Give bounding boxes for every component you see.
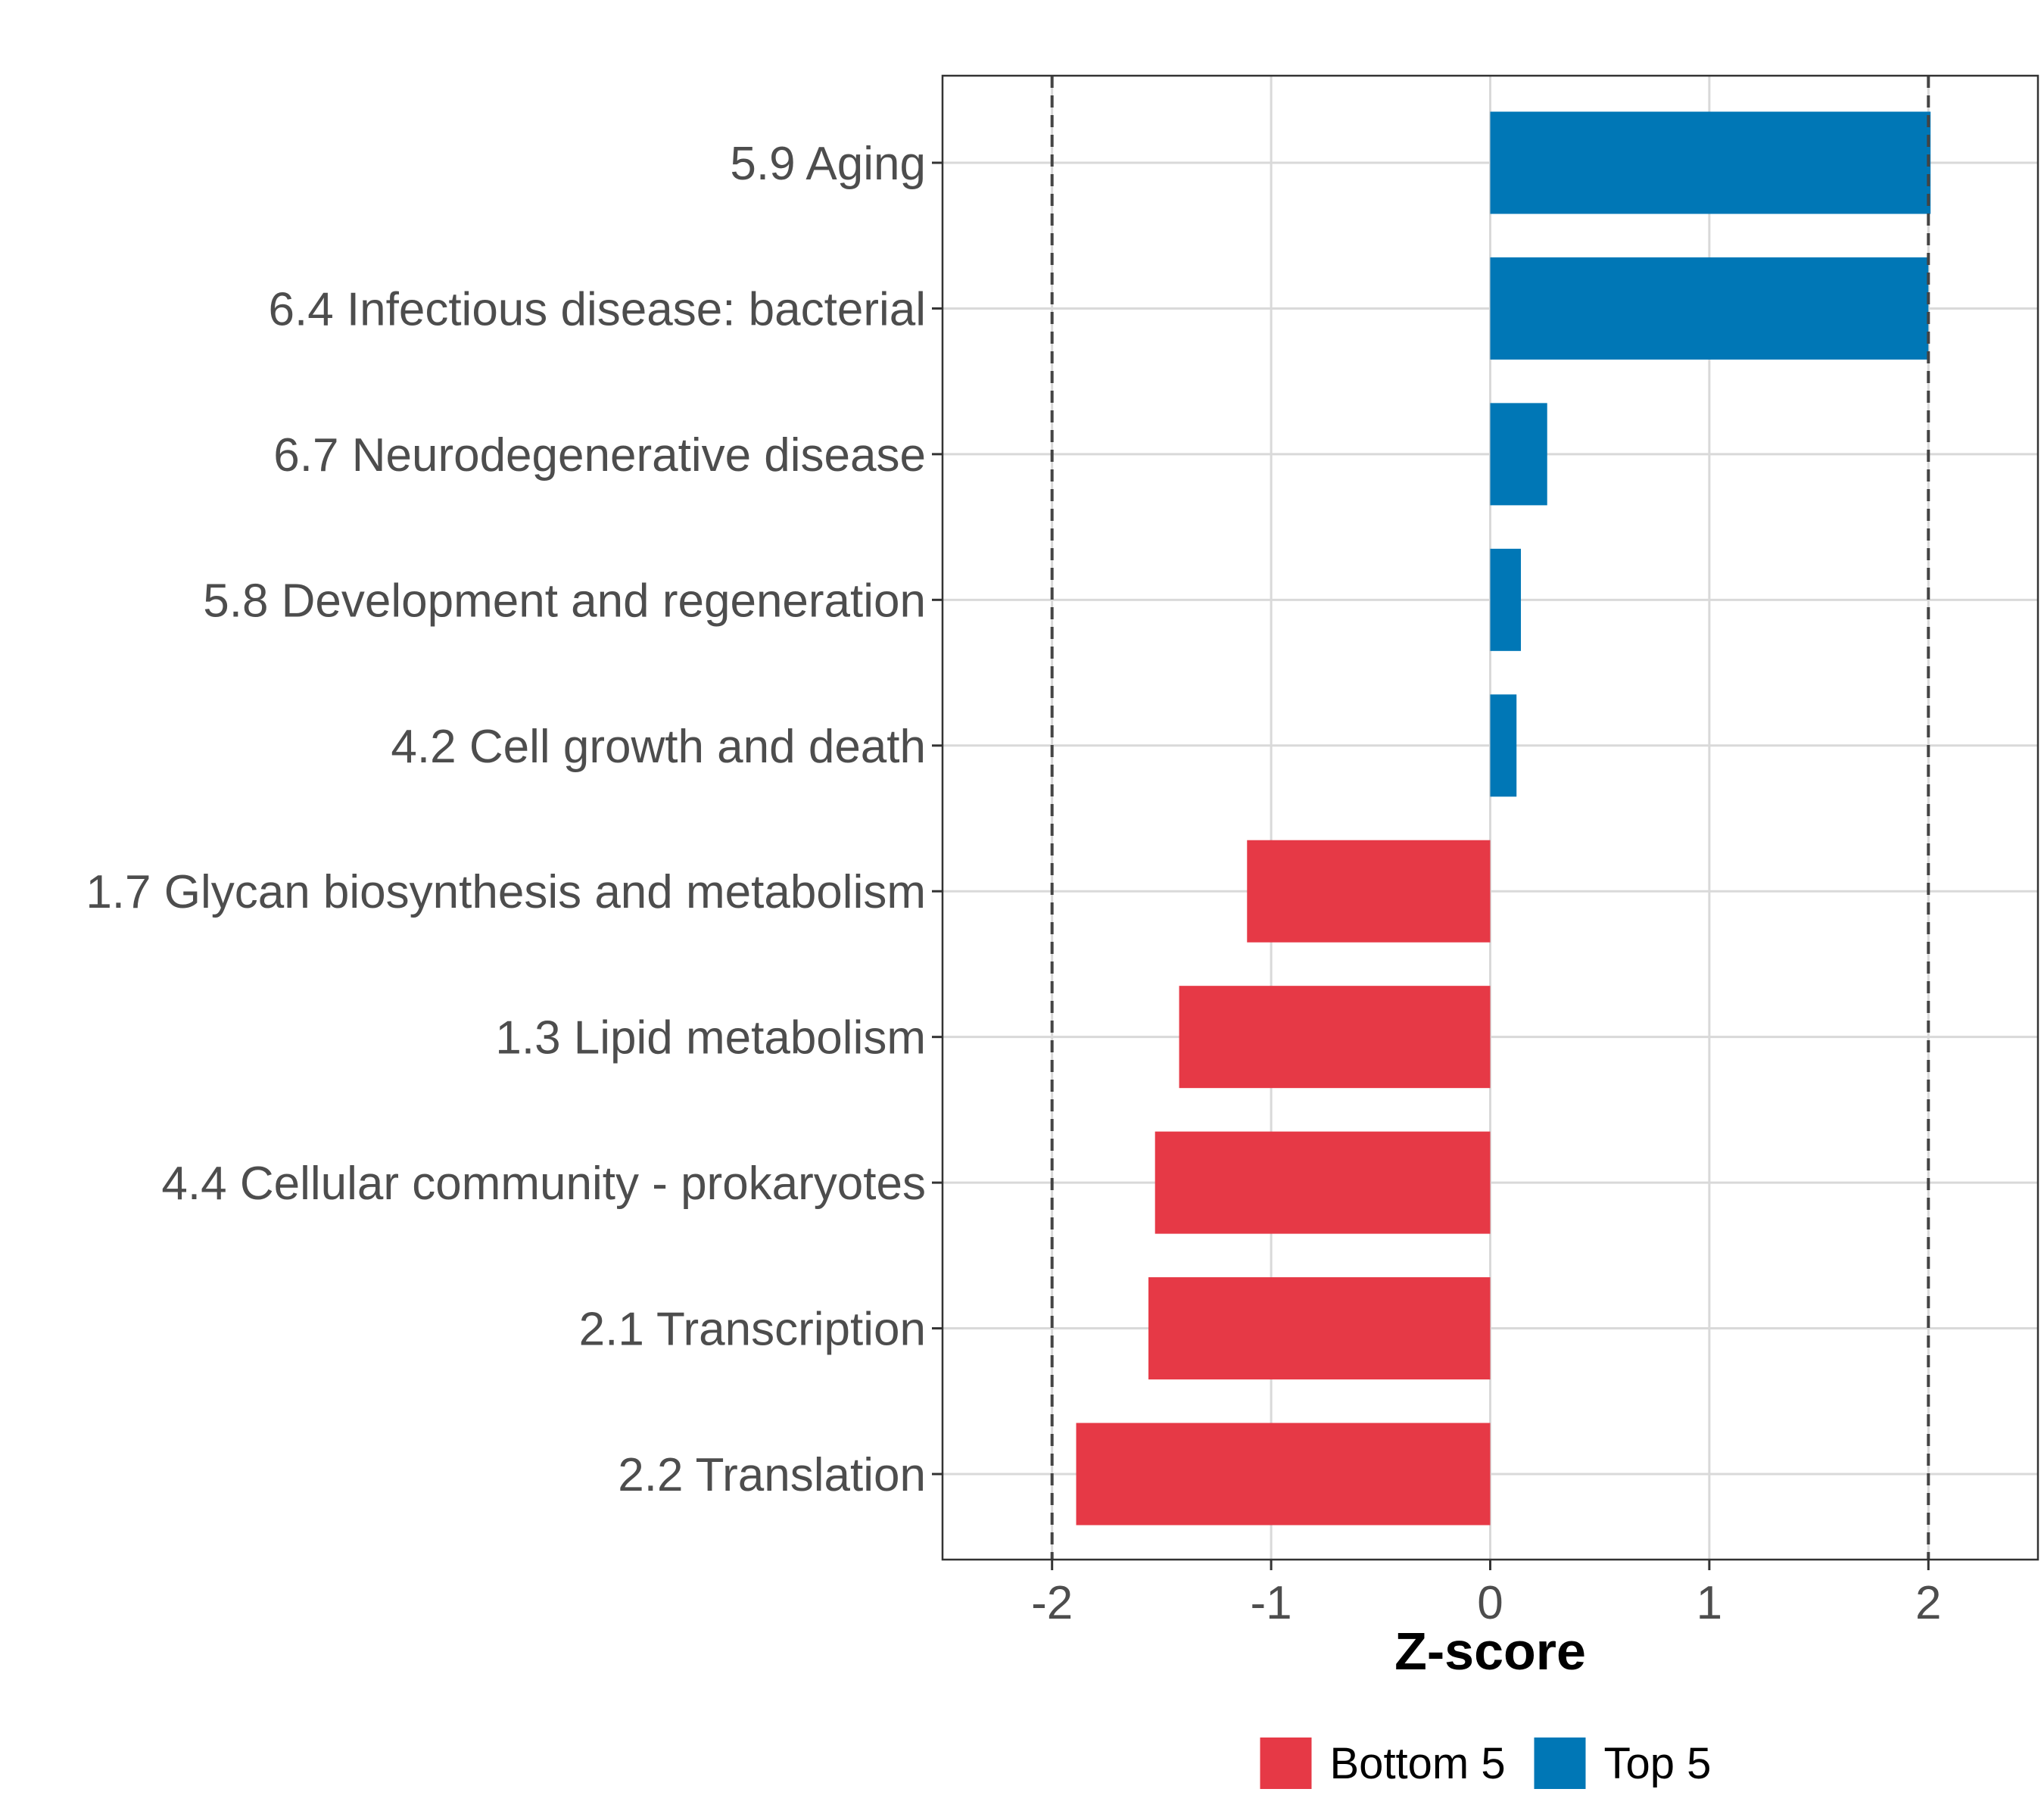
bar xyxy=(1154,1131,1491,1234)
x-tick-label: -1 xyxy=(1251,1577,1292,1629)
category-label: 6.4 Infectious disease: bacterial xyxy=(268,283,926,335)
x-tick-label: 0 xyxy=(1477,1577,1503,1629)
bar xyxy=(1148,1277,1491,1380)
category-label: 5.8 Development and regeneration xyxy=(203,575,926,627)
x-axis: -2 -1 0 1 2 xyxy=(1031,1560,1942,1629)
bar xyxy=(1490,403,1547,506)
bar xyxy=(1179,986,1491,1089)
legend-key xyxy=(1534,1738,1586,1789)
category-label: 6.7 Neurodegenerative disease xyxy=(273,429,926,482)
bar xyxy=(1247,840,1491,943)
bars xyxy=(1076,111,1931,1526)
category-label: 1.7 Glycan biosynthesis and metabolism xyxy=(86,866,926,918)
bar xyxy=(1490,694,1517,797)
category-label: 4.4 Cellular community - prokaryotes xyxy=(161,1158,926,1210)
legend-label: Bottom 5 xyxy=(1330,1739,1506,1788)
bar xyxy=(1490,257,1929,360)
reference-lines xyxy=(1050,76,1930,1560)
y-axis: 5.9 Aging 6.4 Infectious disease: bacteri… xyxy=(86,138,943,1501)
x-axis-title: Z-score xyxy=(1394,1622,1586,1681)
legend-key xyxy=(1260,1738,1312,1789)
category-label: 2.2 Translation xyxy=(618,1449,926,1501)
bar xyxy=(1076,1423,1491,1526)
category-label: 4.2 Cell growth and death xyxy=(391,721,926,773)
x-tick-label: 2 xyxy=(1915,1577,1941,1629)
x-tick-label: 1 xyxy=(1697,1577,1722,1629)
bar xyxy=(1490,548,1522,651)
legend: Bottom 5 Top 5 xyxy=(1260,1738,1712,1789)
x-tick-label: -2 xyxy=(1031,1577,1073,1629)
category-label: 5.9 Aging xyxy=(730,138,926,190)
category-label: 2.1 Transcription xyxy=(579,1304,926,1356)
bar xyxy=(1490,111,1931,214)
category-label: 1.3 Lipid metabolism xyxy=(495,1012,926,1064)
legend-label: Top 5 xyxy=(1604,1739,1712,1788)
